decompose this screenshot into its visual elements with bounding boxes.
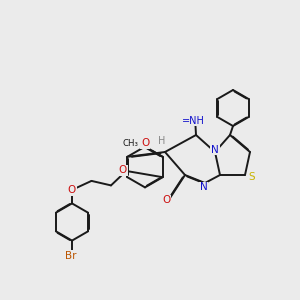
Text: S: S bbox=[248, 172, 255, 182]
Text: N: N bbox=[200, 182, 207, 193]
Text: O: O bbox=[141, 138, 149, 148]
Text: O: O bbox=[119, 165, 127, 176]
Text: Br: Br bbox=[65, 250, 76, 261]
Text: O: O bbox=[68, 185, 76, 195]
Text: H: H bbox=[158, 136, 166, 146]
Text: N: N bbox=[211, 145, 219, 154]
Text: CH₃: CH₃ bbox=[122, 139, 138, 148]
Text: O: O bbox=[162, 195, 170, 206]
Text: =NH: =NH bbox=[182, 116, 205, 126]
